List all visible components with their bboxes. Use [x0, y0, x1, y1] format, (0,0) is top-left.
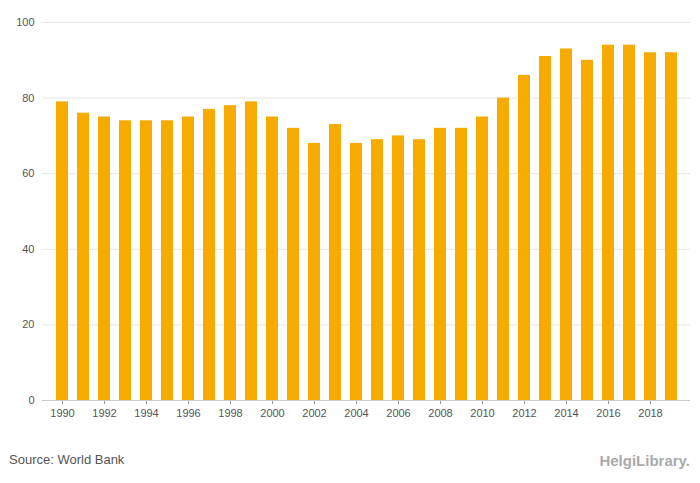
- svg-text:1990: 1990: [50, 407, 74, 419]
- svg-text:2016: 2016: [596, 407, 620, 419]
- svg-text:80: 80: [22, 92, 34, 104]
- svg-text:2008: 2008: [428, 407, 452, 419]
- svg-text:60: 60: [22, 167, 34, 179]
- svg-text:2014: 2014: [554, 407, 578, 419]
- svg-text:1998: 1998: [218, 407, 242, 419]
- svg-text:2002: 2002: [302, 407, 326, 419]
- svg-text:2018: 2018: [638, 407, 662, 419]
- svg-text:1992: 1992: [92, 407, 116, 419]
- svg-text:0: 0: [28, 394, 34, 406]
- svg-text:2004: 2004: [344, 407, 368, 419]
- html-text:HelgiLibrary.: HelgiLibrary.: [599, 452, 690, 469]
- svg-text:2010: 2010: [470, 407, 494, 419]
- svg-text:2012: 2012: [512, 407, 536, 419]
- svg-text:2006: 2006: [386, 407, 410, 419]
- svg-text:40: 40: [22, 243, 34, 255]
- svg-text:1994: 1994: [134, 407, 158, 419]
- svg-text:2000: 2000: [260, 407, 284, 419]
- svg-text:1996: 1996: [176, 407, 200, 419]
- svg-text:20: 20: [22, 318, 34, 330]
- svg-text:100: 100: [16, 16, 34, 28]
- html-text:Source: World Bank: Source: World Bank: [9, 452, 125, 467]
